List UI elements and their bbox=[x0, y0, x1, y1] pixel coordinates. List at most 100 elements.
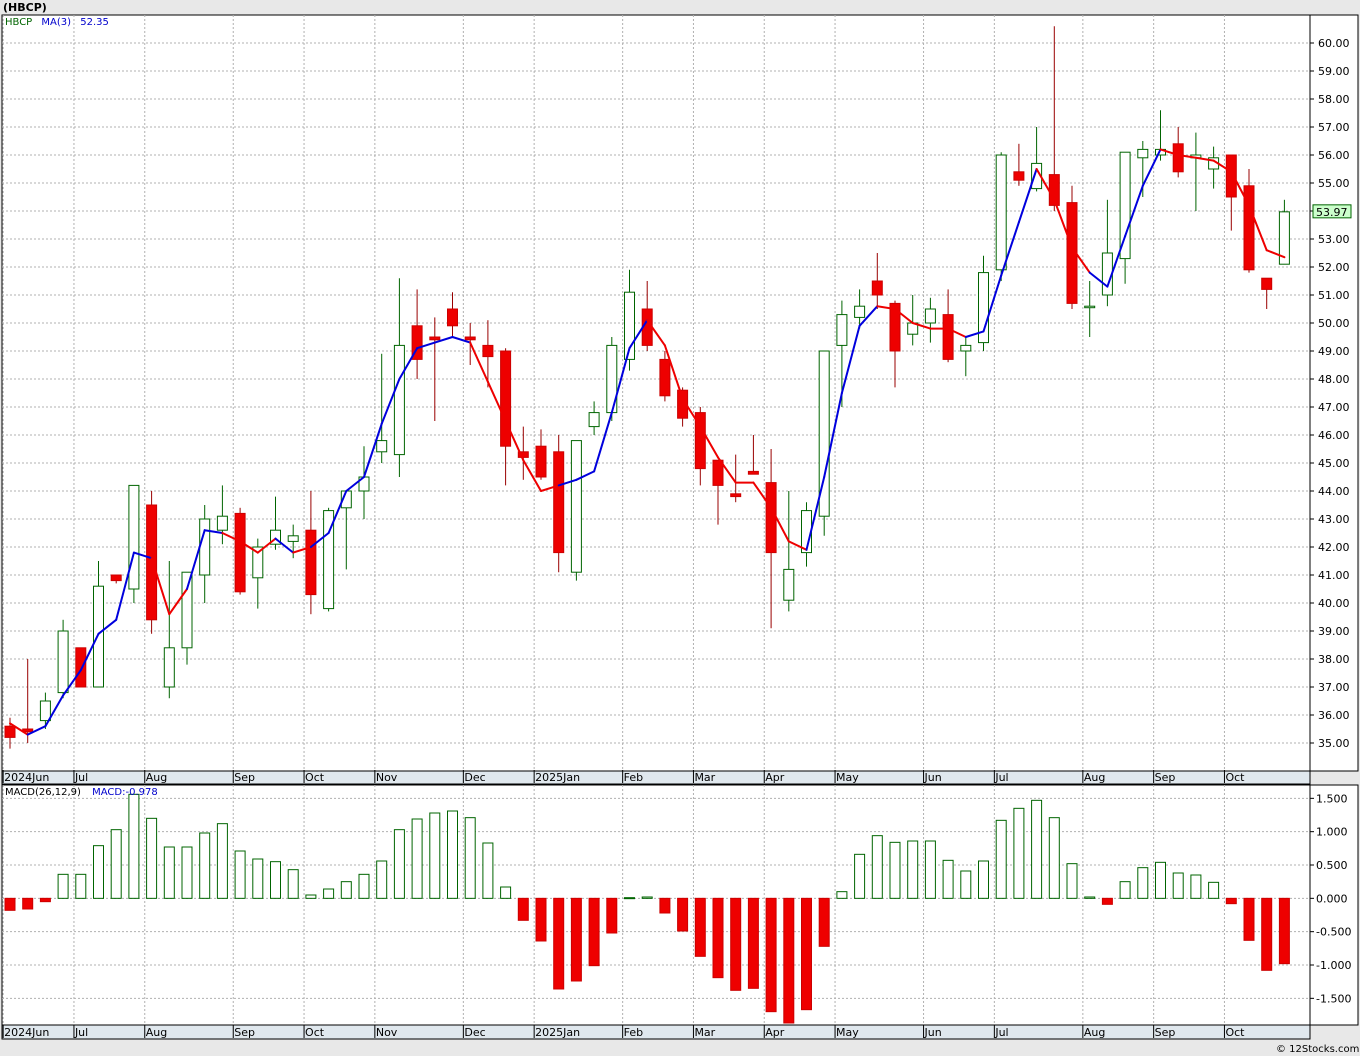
macd-bar bbox=[1190, 874, 1202, 899]
x-tick-label: Aug bbox=[146, 771, 167, 784]
ma-segment bbox=[1071, 246, 1091, 274]
candle bbox=[1243, 169, 1255, 273]
macd-bar bbox=[960, 870, 972, 899]
candle-body bbox=[570, 440, 582, 573]
candle bbox=[517, 426, 529, 480]
candle-body bbox=[854, 305, 866, 318]
ma-segment bbox=[646, 319, 666, 347]
x-tick-label: Sep bbox=[234, 771, 255, 784]
candle-body bbox=[1225, 154, 1237, 198]
x-tick-label: Jul bbox=[994, 1026, 1008, 1039]
ma-segment bbox=[1053, 198, 1073, 249]
candle bbox=[889, 300, 901, 388]
candle-body bbox=[464, 336, 476, 341]
ma-segment bbox=[486, 380, 507, 422]
candle-body bbox=[1261, 277, 1273, 290]
macd-y-tick-label: -0.500 bbox=[1316, 926, 1351, 939]
price-y-tick-label: 48.00 bbox=[1318, 373, 1350, 386]
macd-bar bbox=[1066, 863, 1078, 899]
candle-body bbox=[694, 412, 706, 470]
macd-bar bbox=[358, 873, 370, 899]
macd-bar bbox=[1261, 897, 1273, 971]
macd-bar bbox=[93, 845, 104, 899]
ma-segment bbox=[239, 540, 259, 554]
last-price-text: 53.97 bbox=[1316, 206, 1348, 219]
macd-bar bbox=[376, 860, 388, 899]
candle-body bbox=[677, 389, 689, 419]
price-y-tick-label: 53.00 bbox=[1318, 233, 1350, 246]
candle-body bbox=[553, 451, 565, 554]
ma-segment bbox=[770, 506, 790, 543]
ma-segment bbox=[363, 422, 383, 478]
ma-segment bbox=[681, 397, 702, 428]
candle bbox=[694, 407, 706, 486]
candle bbox=[39, 692, 51, 729]
copyright: © 12Stocks.com bbox=[1276, 1044, 1359, 1055]
candle-body bbox=[323, 510, 335, 610]
x-tick-label: Nov bbox=[376, 1026, 398, 1039]
macd-bar bbox=[978, 860, 989, 899]
macd-bar bbox=[1137, 867, 1149, 899]
candle bbox=[1119, 151, 1131, 284]
ma-segment bbox=[911, 322, 932, 330]
ma-segment bbox=[805, 476, 826, 551]
candle-body bbox=[181, 571, 193, 649]
ma-segment bbox=[947, 327, 967, 338]
candle-body bbox=[712, 459, 724, 486]
ma-segment bbox=[97, 618, 118, 635]
ma-segment bbox=[610, 347, 631, 414]
ma-segment bbox=[274, 537, 295, 554]
candle bbox=[747, 435, 759, 475]
candle bbox=[1013, 143, 1025, 186]
macd-bar bbox=[482, 842, 494, 899]
candle-body bbox=[889, 302, 901, 352]
price-y-tick-label: 56.00 bbox=[1318, 149, 1350, 162]
ma-segment bbox=[876, 305, 896, 310]
candle bbox=[128, 484, 140, 603]
candle bbox=[553, 435, 565, 573]
candle-body bbox=[93, 585, 104, 688]
macd-legend-value: MACD:-0.978 bbox=[92, 787, 158, 798]
ma-segment bbox=[699, 425, 719, 459]
macd-bar bbox=[588, 897, 600, 967]
candle-body bbox=[1013, 171, 1025, 181]
macd-bar bbox=[1225, 897, 1237, 905]
x-tick-label: Mar bbox=[694, 771, 715, 784]
macd-bar bbox=[22, 897, 34, 910]
price-candles bbox=[4, 26, 1290, 749]
price-x-labels: 2024Jun Jul Aug Sep Oct Nov Dec 2025Jan Feb Mar Ap… bbox=[2, 770, 1245, 784]
ma-segment bbox=[345, 476, 365, 492]
price-y-tick-label: 44.00 bbox=[1318, 485, 1350, 498]
candle-body bbox=[482, 344, 494, 358]
ma-segment bbox=[451, 336, 472, 344]
candle bbox=[57, 619, 69, 699]
macd-bar bbox=[606, 897, 618, 934]
ma-segment bbox=[416, 341, 436, 350]
ma-segment bbox=[62, 669, 82, 697]
macd-bar bbox=[854, 853, 866, 899]
macd-bar bbox=[270, 861, 281, 899]
macd-x-labels: 2024Jun Jul Aug Sep Oct Nov Dec 2025Jan Feb Mar Ap… bbox=[2, 1025, 1245, 1039]
macd-y-tick-label: 1.000 bbox=[1316, 826, 1348, 839]
candle-body bbox=[305, 529, 317, 596]
candle bbox=[482, 320, 494, 388]
ma-segment bbox=[1212, 159, 1233, 173]
price-y-tick-label: 58.00 bbox=[1318, 93, 1350, 106]
x-tick-label: Aug bbox=[1084, 1026, 1105, 1039]
price-legend-ma: MA(3) bbox=[41, 17, 71, 28]
candle bbox=[818, 350, 830, 536]
candle-body bbox=[783, 568, 795, 601]
price-y-tick-label: 47.00 bbox=[1318, 401, 1350, 414]
ma-segment bbox=[1017, 168, 1038, 224]
candle-body bbox=[429, 336, 441, 341]
candle-body bbox=[1243, 185, 1255, 271]
ma-segment bbox=[540, 484, 560, 492]
macd-bar bbox=[39, 897, 51, 903]
price-y-tick-label: 36.00 bbox=[1318, 709, 1350, 722]
macd-bar bbox=[1172, 872, 1184, 899]
x-tick-label: Feb bbox=[624, 771, 643, 784]
macd-bar bbox=[907, 840, 919, 899]
candle-body bbox=[924, 308, 936, 324]
